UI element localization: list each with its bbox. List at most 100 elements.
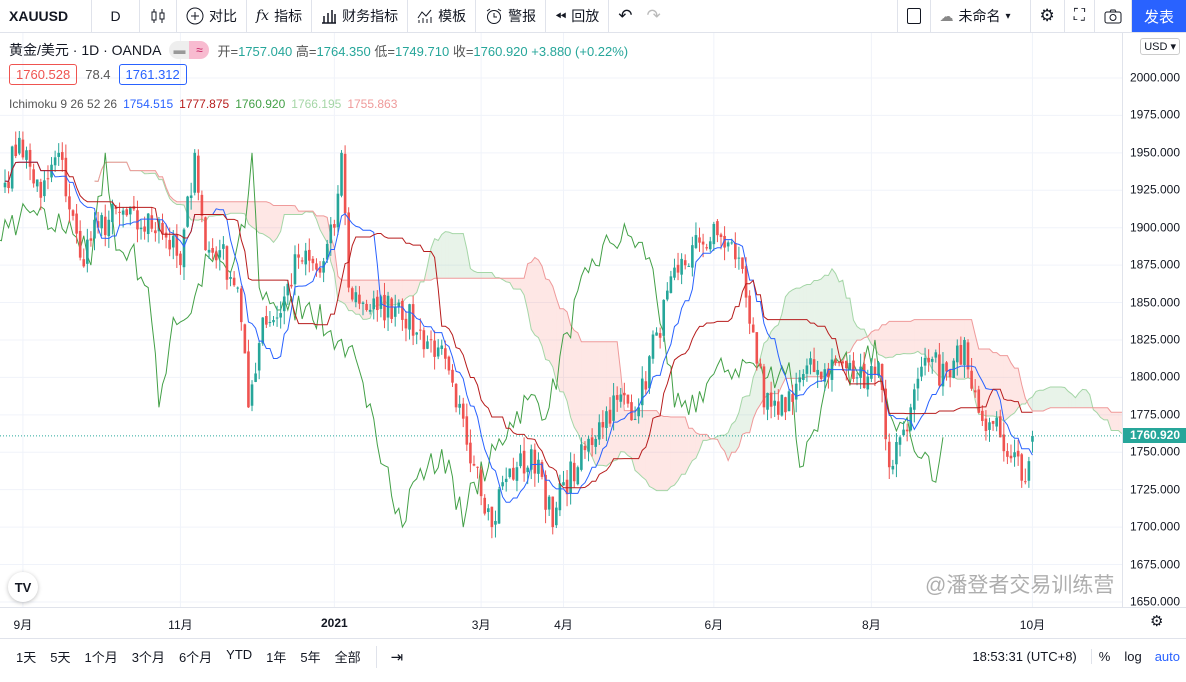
candle-body bbox=[368, 309, 372, 312]
ichimoku-cloud-segment bbox=[792, 288, 797, 379]
range-button[interactable]: 1年 bbox=[266, 650, 287, 665]
ichimoku-cloud-segment bbox=[602, 341, 607, 467]
ichimoku-cloud-segment bbox=[617, 341, 621, 460]
percent-toggle[interactable]: % bbox=[1090, 649, 1118, 664]
compare-button[interactable]: 对比 bbox=[177, 0, 247, 33]
ichimoku-cloud-segment bbox=[660, 415, 664, 491]
range-button[interactable]: 1个月 bbox=[84, 650, 118, 665]
range-button[interactable]: 6个月 bbox=[178, 650, 213, 665]
ichimoku-cloud-segment bbox=[592, 341, 596, 466]
low-value: 1749.710 bbox=[394, 43, 450, 59]
financials-button[interactable]: 财务指标 bbox=[312, 0, 409, 33]
candle-body bbox=[340, 152, 343, 196]
ichimoku-label: Ichimoku 9 26 52 26 bbox=[9, 97, 118, 111]
range-button[interactable]: 3个月 bbox=[131, 650, 165, 665]
symbol-search[interactable]: XAUUSD bbox=[0, 0, 92, 33]
visibility-toggle[interactable]: ▬ ≈ bbox=[169, 41, 210, 59]
templates-label: 模板 bbox=[438, 8, 467, 24]
candle-body bbox=[751, 324, 755, 333]
candle-body bbox=[780, 394, 784, 416]
axis-settings-icon[interactable]: ⚙ bbox=[1150, 613, 1164, 630]
candle-body bbox=[401, 300, 404, 320]
goto-date-icon[interactable]: ⇥ bbox=[390, 648, 404, 666]
candle-body bbox=[726, 242, 730, 247]
range-button[interactable]: 5年 bbox=[300, 650, 321, 665]
ichimoku-cloud-segment bbox=[1057, 386, 1062, 408]
candle-body bbox=[794, 383, 798, 400]
tradingview-logo[interactable]: TV bbox=[8, 572, 38, 602]
auto-toggle[interactable]: auto bbox=[1154, 649, 1180, 664]
candle-body bbox=[28, 149, 32, 167]
redo-icon[interactable]: ↷ bbox=[646, 6, 661, 25]
divider bbox=[375, 645, 377, 668]
candle-body bbox=[748, 295, 751, 324]
ichimoku-cloud-segment bbox=[982, 349, 986, 416]
layout-name-button[interactable]: ☁ 未命名 ▾ bbox=[931, 0, 1031, 33]
ichimoku-cloud-segment bbox=[1107, 407, 1112, 431]
ichimoku-cloud-segment bbox=[545, 278, 550, 361]
candle-body bbox=[236, 287, 239, 289]
ichimoku-cloud-segment bbox=[1104, 407, 1108, 420]
publish-button[interactable]: 发表 bbox=[1132, 0, 1186, 32]
candle-body bbox=[823, 369, 827, 382]
range-button[interactable]: 1天 bbox=[16, 650, 37, 665]
interval-button[interactable]: D bbox=[92, 0, 140, 33]
fullscreen-button[interactable]: ⛶ bbox=[1065, 0, 1095, 33]
candle-body bbox=[623, 392, 626, 396]
chart-pane[interactable] bbox=[0, 33, 1122, 607]
ichimoku-cloud-segment bbox=[477, 272, 482, 279]
time-axis[interactable]: ⚙ 9月 11月 2021 3月 4月 6月 8月 10月 bbox=[0, 607, 1186, 637]
candle-body bbox=[243, 324, 247, 354]
candle-body bbox=[315, 263, 318, 270]
bottom-bar: 1天 5天 1个月 3个月 6个月 YTD 1年 5年 全部 ⇥ 18:53:31 (UTC+8… bbox=[0, 638, 1186, 674]
buy-button[interactable]: 1761.312 bbox=[118, 64, 187, 85]
candle-body bbox=[272, 320, 275, 323]
templates-button[interactable]: 模板 bbox=[408, 0, 477, 33]
log-toggle[interactable]: log bbox=[1124, 649, 1142, 664]
minus-icon[interactable]: ▬ bbox=[173, 43, 186, 57]
candle-body bbox=[887, 441, 891, 468]
bid-ask: 1760.528 78.4 1761.312 bbox=[9, 64, 187, 85]
snapshot-button[interactable] bbox=[1095, 0, 1132, 33]
candle-body bbox=[572, 462, 576, 482]
ichimoku-cloud-segment bbox=[638, 410, 643, 477]
price-axis[interactable]: USD ▾ 1760.920 1650.000 1675.000 1700.000 1… bbox=[1122, 33, 1186, 608]
range-button[interactable]: 5天 bbox=[50, 650, 71, 665]
time-tick-label: 2021 bbox=[321, 616, 348, 630]
chart-type-button[interactable] bbox=[140, 0, 177, 33]
price-chart[interactable] bbox=[0, 33, 1122, 607]
sell-button[interactable]: 1760.528 bbox=[9, 64, 78, 85]
clock[interactable]: 18:53:31 (UTC+8) bbox=[972, 649, 1077, 664]
candle-body bbox=[698, 237, 701, 243]
ichimoku-legend[interactable]: Ichimoku 9 26 52 26 1754.515 1777.875 17… bbox=[9, 97, 397, 111]
candle-body bbox=[393, 306, 397, 317]
ichimoku-cloud-segment bbox=[806, 284, 811, 377]
currency-select[interactable]: USD ▾ bbox=[1140, 38, 1180, 55]
undo-icon[interactable]: ↶ bbox=[618, 6, 633, 25]
ichimoku-cloud-segment bbox=[327, 217, 331, 262]
ichimoku-cloud-segment bbox=[1053, 386, 1058, 408]
candle-body bbox=[136, 210, 139, 230]
candle-body bbox=[207, 249, 211, 253]
ichimoku-cloud-segment bbox=[853, 320, 858, 346]
candle-body bbox=[694, 235, 698, 248]
candle-body bbox=[487, 508, 490, 513]
approx-icon[interactable]: ≈ bbox=[189, 41, 210, 59]
ichimoku-cloud-segment bbox=[1050, 386, 1054, 408]
candle-body bbox=[555, 507, 558, 526]
alerts-button[interactable]: 警报 bbox=[476, 0, 547, 33]
undo-redo: ↶ ↷ bbox=[609, 0, 670, 33]
candle-body bbox=[43, 180, 46, 197]
ichimoku-cloud-segment bbox=[570, 325, 575, 428]
range-button[interactable]: 全部 bbox=[334, 650, 361, 665]
candle-body bbox=[247, 351, 250, 408]
candle-body bbox=[186, 196, 189, 227]
indicators-button[interactable]: fx 指标 bbox=[247, 0, 313, 33]
candle-body bbox=[290, 284, 293, 287]
settings-button[interactable]: ⚙ bbox=[1031, 0, 1065, 33]
range-button[interactable]: YTD bbox=[226, 647, 253, 662]
ichimoku-cloud-segment bbox=[835, 273, 840, 363]
ichimoku-cloud-segment bbox=[781, 296, 786, 386]
replay-button[interactable]: ⏪︎ 回放 bbox=[546, 0, 610, 33]
layout-select-button[interactable] bbox=[896, 0, 931, 33]
